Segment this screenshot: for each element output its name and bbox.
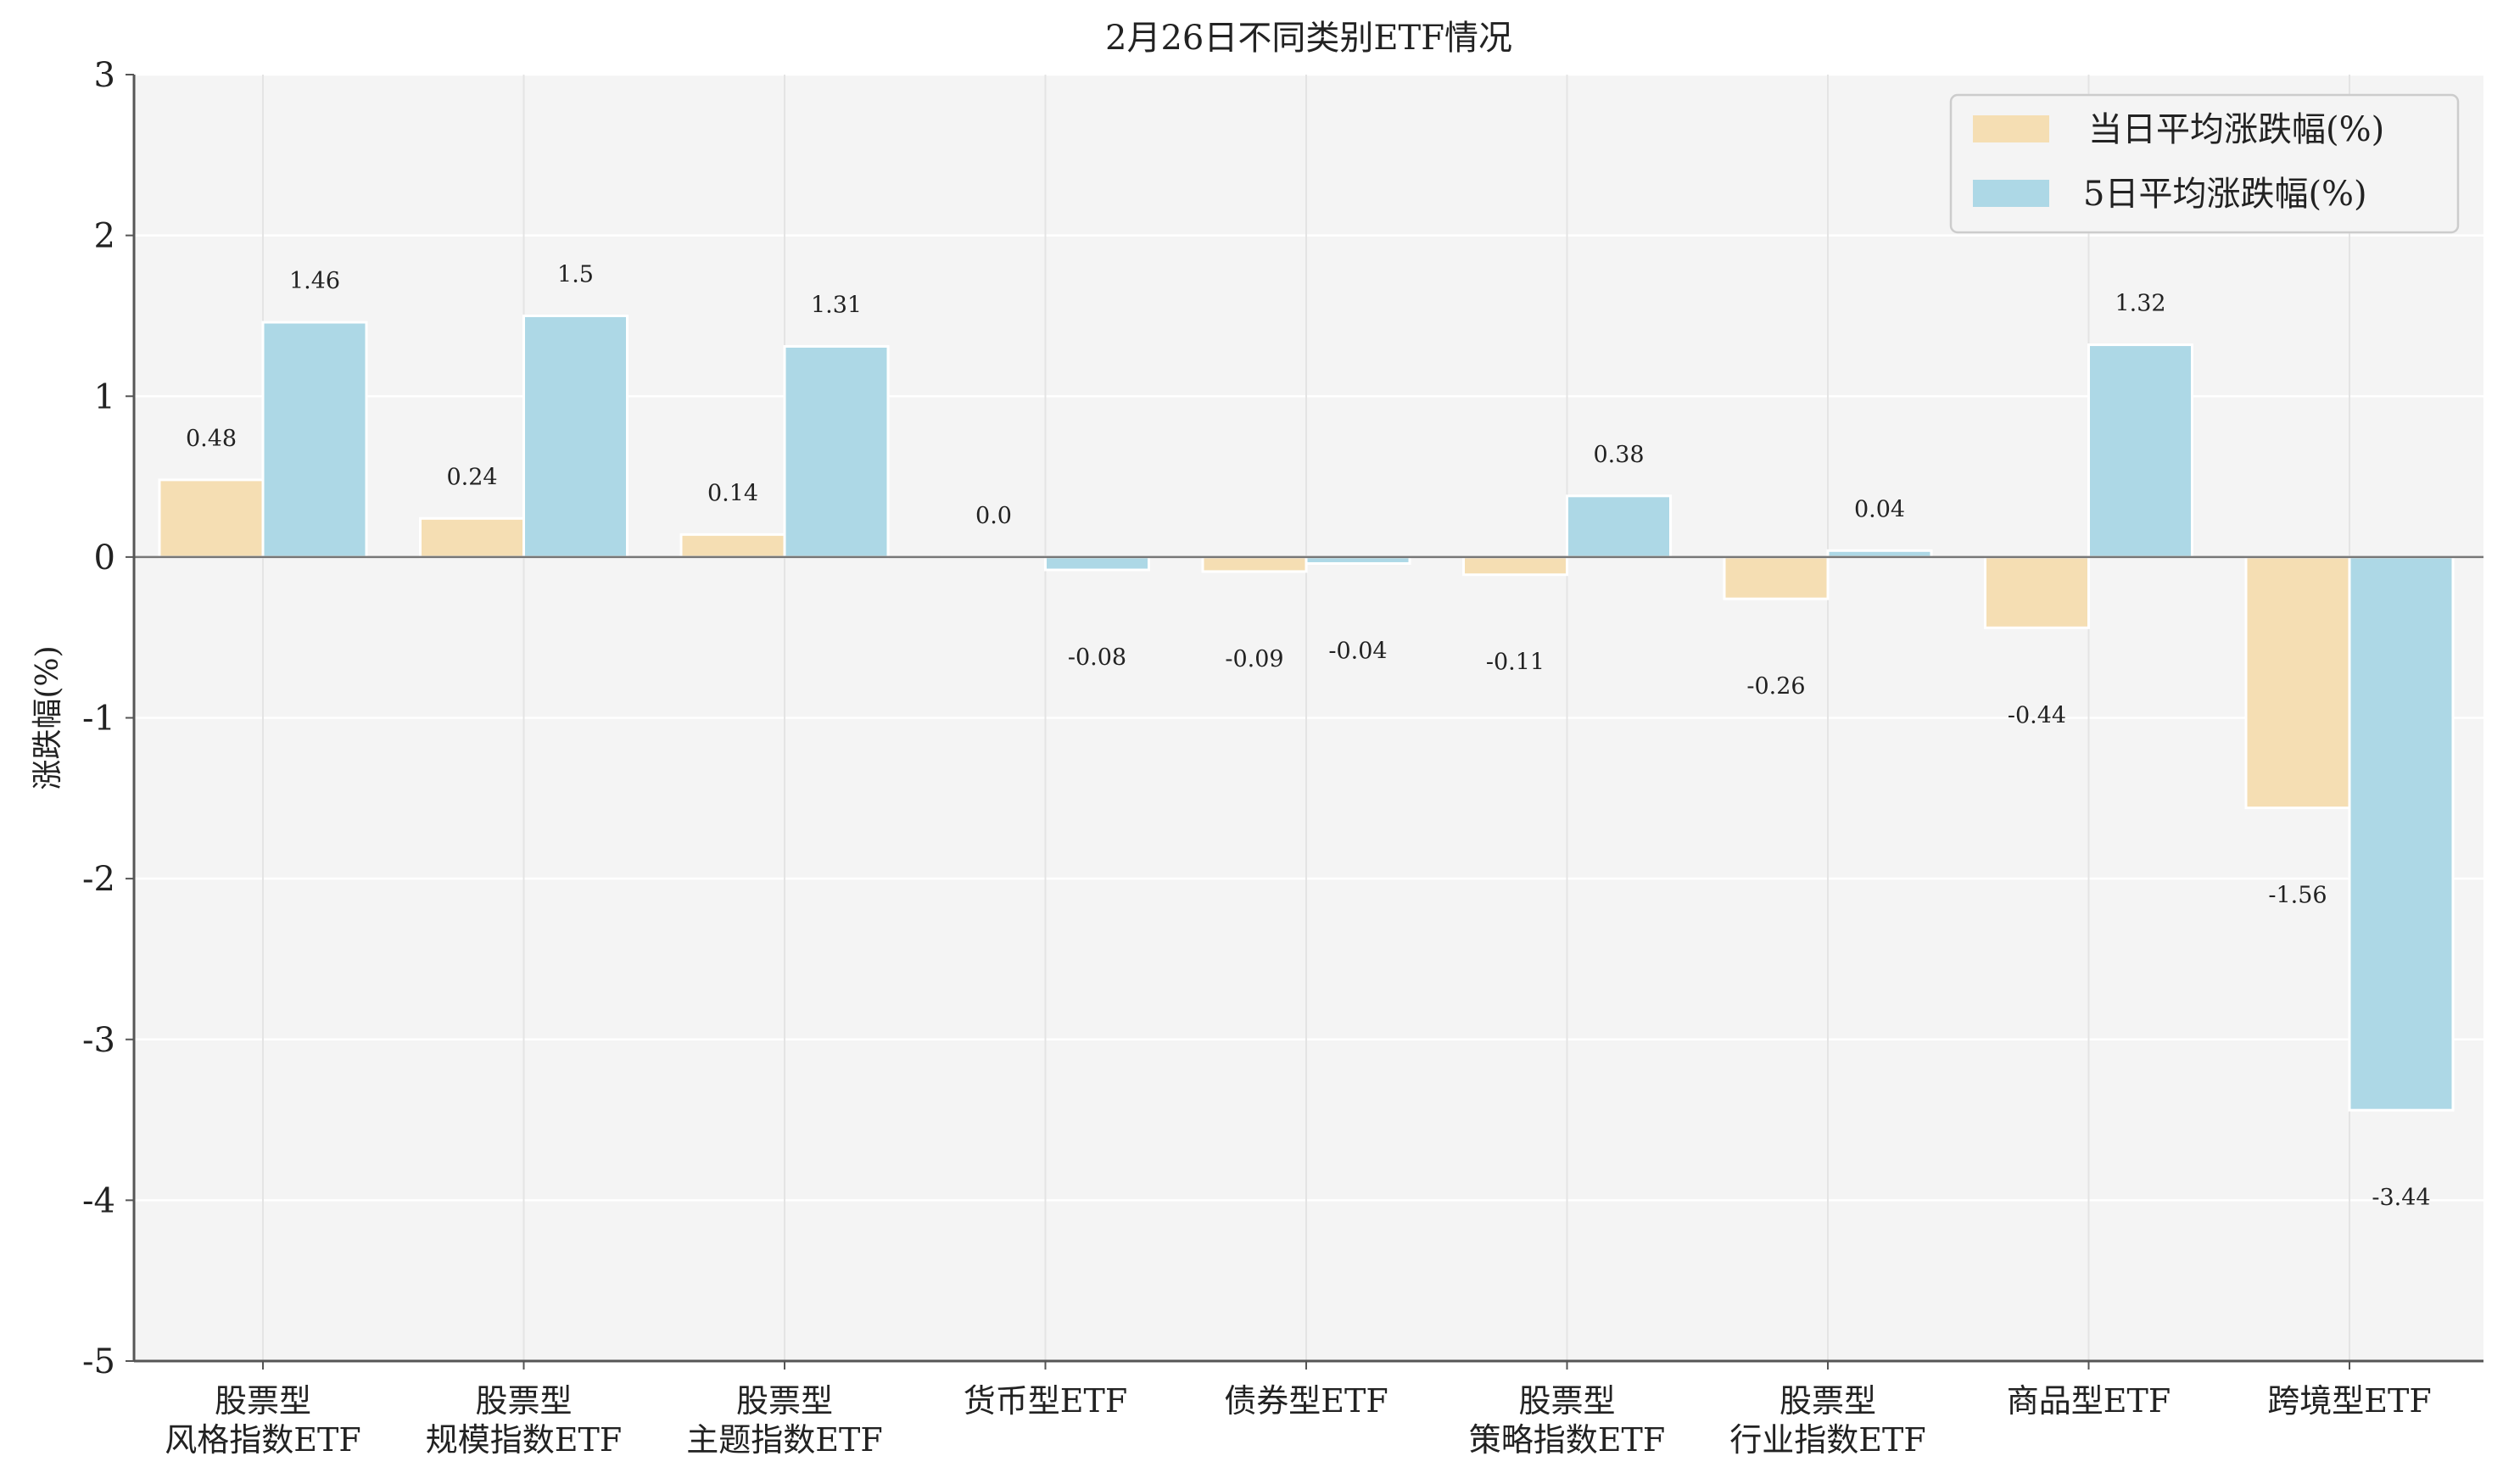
bar-daily: [681, 534, 785, 557]
data-label: 0.24: [446, 464, 497, 490]
bar-5day: [785, 346, 888, 556]
bar-daily: [1464, 557, 1567, 575]
legend-swatch-daily: [1973, 115, 2049, 142]
y-tick-label: -4: [82, 1181, 115, 1220]
bar-5day: [2089, 345, 2193, 557]
y-tick-label: 2: [94, 217, 115, 256]
y-tick-labels: 3 2 1 0 -1 -2 -3 -4 -5: [82, 56, 115, 1381]
bar-daily: [1724, 557, 1828, 599]
x-tick-label: 股票型策略指数ETF: [1469, 1382, 1665, 1459]
data-label: 1.31: [811, 292, 862, 318]
bar-daily: [159, 480, 263, 557]
data-label: -1.56: [2268, 883, 2327, 909]
data-label: -0.09: [1225, 646, 1283, 672]
y-tick-label: 0: [94, 538, 115, 577]
bar-daily: [2246, 557, 2349, 808]
data-label: 1.32: [2115, 291, 2165, 317]
bar-daily: [421, 518, 524, 557]
data-label: -0.04: [1328, 638, 1387, 664]
data-label: 0.48: [186, 426, 237, 452]
y-tick-label: 3: [94, 56, 115, 95]
bar-daily: [1203, 557, 1306, 572]
y-tick-label: -3: [82, 1021, 115, 1060]
bar-daily: [1986, 557, 2089, 628]
y-axis-label: 涨跌幅(%): [31, 645, 65, 789]
x-tick-label: 股票型行业指数ETF: [1729, 1382, 1925, 1459]
legend: 当日平均涨跌幅(%) 5日平均涨跌幅(%): [1951, 95, 2458, 232]
y-tick-label: 1: [94, 377, 115, 416]
bar-5day: [263, 322, 366, 557]
data-label: 1.46: [289, 268, 340, 294]
x-tick-labels: 股票型风格指数ETF 股票型规模指数ETF 股票型主题指数ETF 货币型ETF 债券型E…: [165, 1382, 2431, 1459]
data-label: 1.5: [557, 261, 594, 287]
bar-5day: [1046, 557, 1149, 570]
bar-5day: [2349, 557, 2453, 1110]
y-tick-label: -1: [82, 700, 115, 739]
data-label: -0.11: [1486, 650, 1545, 676]
data-label: -0.26: [1746, 673, 1805, 700]
chart-title: 2月26日不同类别ETF情况: [1105, 19, 1512, 58]
x-tick-label: 货币型ETF: [964, 1382, 1127, 1420]
x-tick-label: 跨境型ETF: [2267, 1382, 2431, 1420]
data-label: 0.0: [975, 503, 1012, 529]
legend-label-daily: 当日平均涨跌幅(%): [2088, 110, 2384, 149]
data-label: 0.04: [1854, 496, 1905, 522]
data-label: -0.08: [1068, 644, 1126, 671]
x-tick-label: 债券型ETF: [1224, 1382, 1388, 1420]
data-label: -3.44: [2372, 1185, 2430, 1211]
legend-label-5day: 5日平均涨跌幅(%): [2083, 175, 2367, 214]
x-tick-label: 股票型主题指数ETF: [686, 1382, 882, 1459]
x-tick-label: 商品型ETF: [2007, 1382, 2171, 1420]
y-tick-label: -5: [82, 1342, 115, 1381]
bar-5day: [524, 315, 628, 556]
bar-5day: [1567, 496, 1671, 557]
data-label: 0.38: [1593, 442, 1644, 468]
legend-swatch-5day: [1973, 180, 2049, 207]
data-label: 0.14: [707, 480, 758, 506]
x-tick-label: 股票型规模指数ETF: [426, 1382, 622, 1459]
x-tick-label: 股票型风格指数ETF: [165, 1382, 360, 1459]
y-tick-label: -2: [82, 860, 115, 899]
data-label: -0.44: [2008, 702, 2066, 728]
